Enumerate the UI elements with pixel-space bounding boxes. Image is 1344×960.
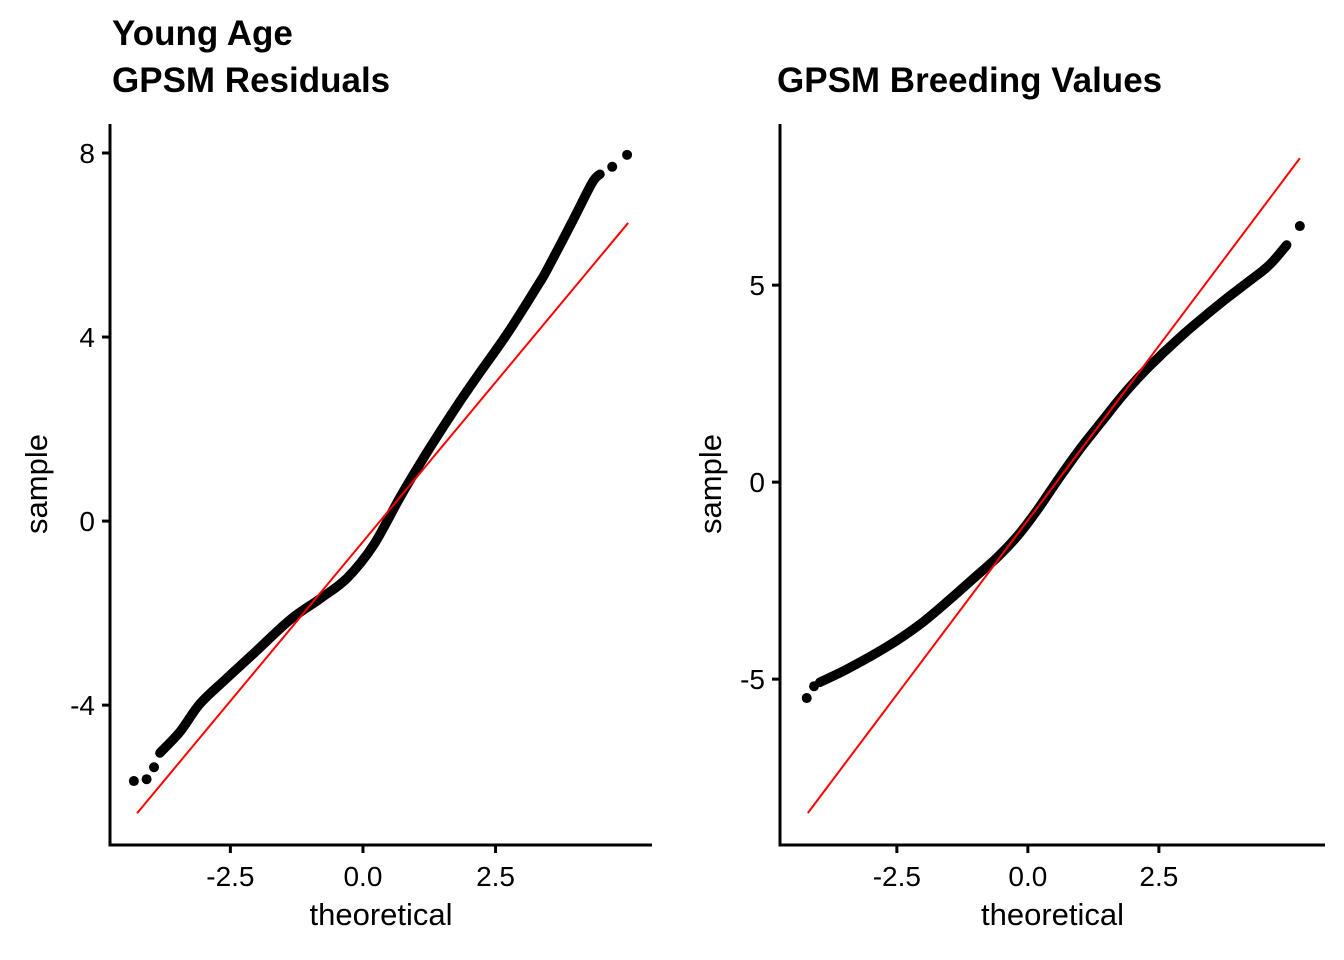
y-tick-label: 0: [79, 506, 95, 537]
qq-panel-0: 8 4 0 -4 -2.5 0.0 2.5 theoretical sample: [19, 124, 652, 932]
left-plot-title-line2: GPSM Residuals: [112, 61, 391, 100]
x-tick-label: 2.5: [1139, 861, 1178, 892]
right-plot-title: GPSM Breeding Values: [777, 57, 1162, 104]
x-axis-title: theoretical: [309, 897, 452, 932]
qq-tail-point: [1294, 221, 1305, 232]
qq-panel-1: 5 0 -5 -2.5 0.0 2.5 theoretical sample: [693, 124, 1325, 932]
qq-tail-point: [801, 693, 812, 704]
y-axis-title: sample: [693, 434, 728, 534]
qq-tail-point: [809, 681, 820, 692]
qq-tail-point: [141, 774, 152, 785]
x-axis-title: theoretical: [981, 897, 1124, 932]
y-tick-label: 8: [79, 138, 95, 169]
qq-reference-line: [136, 222, 629, 814]
qq-reference-line: [806, 157, 1301, 814]
y-tick-label: -5: [740, 664, 765, 695]
qq-tail-point: [622, 149, 633, 160]
y-tick-label: -4: [70, 690, 95, 721]
y-tick-label: 0: [749, 467, 765, 498]
x-tick-label: -2.5: [206, 861, 254, 892]
qq-point-band: [155, 169, 605, 758]
right-plot-title-line1: GPSM Breeding Values: [777, 61, 1163, 100]
y-axis-title: sample: [19, 434, 54, 534]
qq-tail-point: [149, 762, 160, 773]
left-plot-title: Young Age GPSM Residuals: [112, 10, 390, 104]
qq-point-band: [815, 240, 1292, 688]
left-plot-title-line1: Young Age: [112, 14, 293, 53]
x-tick-label: 0.0: [1008, 861, 1047, 892]
x-tick-label: 0.0: [343, 861, 382, 892]
qq-tail-point: [128, 776, 139, 787]
x-tick-label: -2.5: [873, 861, 921, 892]
qq-tail-point: [607, 161, 618, 172]
y-tick-label: 5: [749, 270, 765, 301]
y-tick-label: 4: [79, 322, 95, 353]
x-tick-label: 2.5: [476, 861, 515, 892]
